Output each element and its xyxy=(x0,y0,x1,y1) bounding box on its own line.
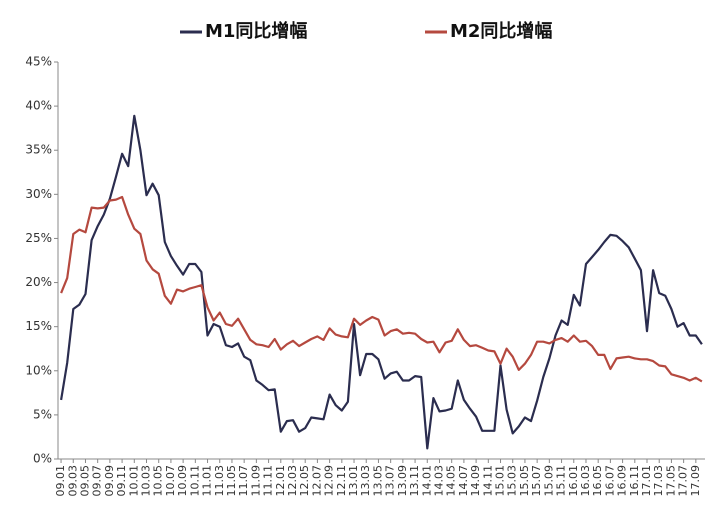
series-line xyxy=(60,195,703,383)
legend-label: M1同比增幅 xyxy=(205,20,307,42)
x-tick-label: 15.07 xyxy=(530,465,543,497)
x-tick-label: 13.03 xyxy=(359,465,372,497)
y-tick-label: 30% xyxy=(25,187,52,201)
x-tick-label: 14.05 xyxy=(445,465,458,497)
x-tick-label: 10.01 xyxy=(127,465,140,497)
x-tick-label: 15.01 xyxy=(494,465,507,497)
x-tick-label: 13.01 xyxy=(347,465,360,497)
x-tick-label: 13.07 xyxy=(384,465,397,497)
y-tick-label: 45% xyxy=(25,55,52,69)
y-tick-label: 20% xyxy=(25,275,52,289)
x-tick-label: 12.07 xyxy=(310,465,323,497)
x-tick-label: 10.03 xyxy=(140,465,153,497)
x-tick-label: 09.05 xyxy=(78,465,91,497)
x-tick-label: 16.01 xyxy=(567,465,580,497)
x-tick-label: 15.09 xyxy=(542,465,555,497)
y-tick-label: 40% xyxy=(25,99,52,113)
y-tick-label: 25% xyxy=(25,231,52,245)
x-tick-label: 16.05 xyxy=(591,465,604,497)
x-tick-label: 13.11 xyxy=(408,465,421,497)
x-tick-label: 16.09 xyxy=(616,465,629,497)
x-tick-label: 17.05 xyxy=(664,465,677,497)
x-tick-label: 11.11 xyxy=(262,465,275,497)
x-tick-label: 11.05 xyxy=(225,465,238,497)
x-tick-label: 10.05 xyxy=(152,465,165,497)
x-tick-label: 09.03 xyxy=(66,465,79,497)
x-tick-label: 17.03 xyxy=(652,465,665,497)
x-tick-label: 12.09 xyxy=(323,465,336,497)
x-tick-label: 17.01 xyxy=(640,465,653,497)
x-tick-label: 14.01 xyxy=(420,465,433,497)
x-tick-label: 14.09 xyxy=(469,465,482,497)
x-tick-label: 10.09 xyxy=(176,465,189,497)
x-tick-label: 09.07 xyxy=(91,465,104,497)
x-tick-label: 11.01 xyxy=(201,465,214,497)
x-tick-label: 12.03 xyxy=(286,465,299,497)
x-tick-label: 16.11 xyxy=(628,465,641,497)
y-tick-label: 5% xyxy=(33,407,52,421)
x-tick-label: 09.01 xyxy=(54,465,67,497)
x-tick-label: 12.11 xyxy=(335,465,348,497)
x-tick-label: 14.03 xyxy=(432,465,445,497)
x-tick-label: 15.05 xyxy=(518,465,531,497)
x-tick-label: 13.05 xyxy=(371,465,384,497)
x-tick-label: 10.11 xyxy=(188,465,201,497)
series-line xyxy=(60,114,703,450)
legend-label: M2同比增幅 xyxy=(450,20,552,42)
y-tick-label: 10% xyxy=(25,363,52,377)
y-tick-label: 15% xyxy=(25,319,52,333)
x-tick-label: 16.07 xyxy=(603,465,616,497)
y-tick-label: 35% xyxy=(25,143,52,157)
x-tick-label: 17.09 xyxy=(689,465,702,497)
x-tick-label: 15.03 xyxy=(506,465,519,497)
x-tick-label: 11.07 xyxy=(237,465,250,497)
x-tick-label: 14.11 xyxy=(481,465,494,497)
x-tick-label: 14.07 xyxy=(457,465,470,497)
x-tick-label: 09.09 xyxy=(103,465,116,497)
x-tick-label: 10.07 xyxy=(164,465,177,497)
x-tick-label: 11.03 xyxy=(213,465,226,497)
x-tick-label: 13.09 xyxy=(396,465,409,497)
x-tick-label: 11.09 xyxy=(249,465,262,497)
x-tick-label: 09.11 xyxy=(115,465,128,497)
y-tick-label: 0% xyxy=(33,452,52,466)
x-tick-label: 12.05 xyxy=(298,465,311,497)
x-tick-label: 17.07 xyxy=(677,465,690,497)
x-tick-label: 12.01 xyxy=(274,465,287,497)
x-tick-label: 16.03 xyxy=(579,465,592,497)
x-tick-label: 15.11 xyxy=(555,465,568,497)
